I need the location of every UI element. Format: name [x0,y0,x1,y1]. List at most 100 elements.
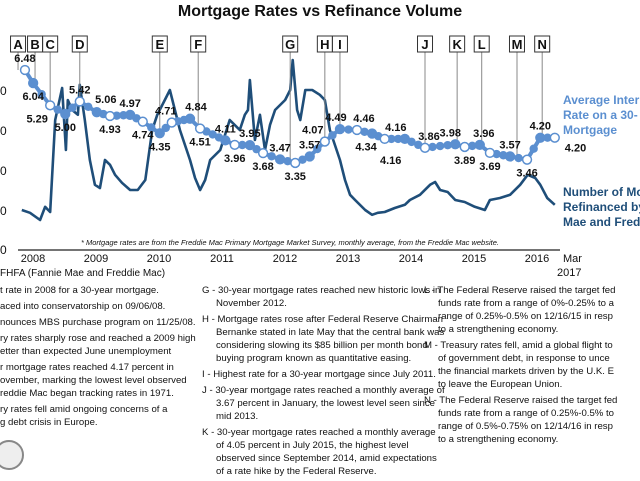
interest-rate-data-label: 4.51 [189,137,210,149]
interest-rate-point [194,123,206,134]
note-line: Bernanke stated in late May that the cen… [216,327,445,338]
interest-rate-data-label: 4.16 [380,155,401,167]
interest-rate-point [274,154,286,165]
event-marker-box [151,35,168,53]
note-line: mid 2013. [216,411,259,422]
legend-line: Mortgage [563,123,617,137]
interest-rate-point [379,133,390,145]
x-tick-label: 2010 [147,253,171,265]
interest-rate-point [459,141,470,153]
note-line: aced into conservatorship on 09/06/08. [0,301,166,312]
interest-rate-dot [147,123,156,132]
legend-line: Average Inter [563,93,640,107]
event-marker-label: E [155,37,164,52]
interest-rate-point [154,128,165,139]
x-tick-label: 2014 [399,253,423,265]
note-line: considering slowing its $85 billion per … [216,340,428,351]
event-marker-label: N [537,37,546,52]
event-marker-box [417,35,434,53]
interest-rate-data-label: 3.95 [239,128,260,140]
legend-line: Number of Mo [563,185,640,199]
interest-rate-data-label: 3.68 [252,161,273,173]
note-line: r mortgage rates reached 4.17 percent in [0,362,174,373]
interest-rate-point [399,133,411,145]
interest-rate-dot [208,130,217,139]
note-line: reddie Mac began tracking rates in 1971. [0,388,174,399]
interest-rate-point [125,109,136,120]
x-tick-label: 2015 [462,253,486,265]
legend-refinance-volume: Number of Mo Refinanced by Mae and Fred [563,185,640,230]
interest-rate-point [450,139,461,150]
interest-rate-data-label: 4.93 [99,124,120,136]
interest-rate-data-label: 3.69 [479,161,500,173]
note-line: ovember, marking the lowest level observ… [0,375,187,386]
interest-rate-point [549,132,560,143]
note-line: N - The Federal Reserve raised the targe… [424,395,618,406]
note-line: J - 30-year mortgage rates reached a mon… [202,385,445,396]
interest-rate-data-label: 4.46 [353,113,374,125]
note-line: G - 30-year mortgage rates reached new h… [202,285,441,296]
note-line: of government debt, in response to unce [438,353,610,364]
interest-rate-data-label: 4.49 [325,112,346,124]
y-tick-label: 0 [0,164,7,178]
interest-rate-dot [267,152,276,161]
interest-rate-point [504,151,516,162]
interest-rate-dot [344,125,353,134]
interest-rate-dot [53,105,62,114]
note-item: ry rates fell amid ongoing concerns of a… [0,403,196,429]
interest-rate-point [104,110,116,122]
interest-rate-point [304,151,315,162]
event-marker-box [473,35,490,53]
note-line: ry rates sharply rose and reached a 2009… [0,333,196,344]
interest-rate-dot [543,133,552,142]
event-marker-label: C [45,37,55,52]
note-item: N - The Federal Reserve raised the targe… [424,394,617,446]
x-tick-label: 2016 [525,253,549,265]
interest-rate-data-label: 4.35 [149,141,170,153]
event-marker-box [508,35,525,53]
interest-rate-point [334,123,346,135]
event-marker-label: F [194,37,202,52]
note-line: nounces MBS purchase program on 11/25/08… [0,317,196,328]
interest-rate-data-label: 5.29 [26,113,47,125]
event-marker-label: A [13,37,23,52]
event-marker-label: H [320,37,329,52]
note-item: M - Treasury rates fell, amid a global f… [424,339,617,391]
interest-rate-data-label: 3.57 [299,139,320,151]
note-item: nounces MBS purchase program on 11/25/08… [0,316,196,329]
event-marker-box [42,35,59,53]
event-marker-box [10,35,27,53]
source-note: FHFA (Fannie Mae and Freddie Mac) [0,268,166,279]
interest-rate-point [521,154,533,165]
event-marker-label: L [478,37,486,52]
event-marker-box [190,35,207,53]
interest-rate-data-label: 3.57 [499,139,520,151]
interest-rate-point [484,147,496,159]
note-item: K - 30-year mortgage rates reached a mon… [202,426,437,478]
note-line: buying program known as quantitative eas… [216,353,412,364]
legend-interest-rate: Average Inter Rate on a 30- Mortgage [563,93,639,138]
interest-rate-dot [360,127,369,136]
interest-rate-point [45,100,56,111]
interest-rate-data-label: 6.48 [14,53,35,65]
interest-rate-data-label: 4.97 [119,98,140,110]
note-line: 3.67 percent in January, the lowest leve… [216,398,436,409]
interest-rate-data-label: 4.11 [215,123,236,135]
event-marker-label: K [452,37,462,52]
y-tick-label: 0 [0,84,7,98]
event-marker-label: D [75,37,84,52]
interest-rate-data-label: 3.96 [224,153,245,165]
interest-rate-data-label: 5.00 [55,122,76,134]
interest-rate-dot [428,142,437,152]
event-marker-box [331,35,348,53]
note-line: of 4.05 percent in July 2015, the highes… [216,440,409,451]
interest-rate-point [60,108,71,120]
event-marker-box [71,35,88,53]
note-item: I - Highest rate for a 30-year mortgage … [202,368,436,381]
note-line: to leave the European Union. [438,379,563,390]
y-tick-label: 0 [0,243,7,257]
note-line: range of 0.5%-0.75% on 12/14/16 in resp [438,421,613,432]
interest-rate-point [366,128,378,139]
note-item: r mortgage rates reached 4.17 percent in… [0,361,196,400]
note-line: to a strengthening economy. [438,434,559,445]
